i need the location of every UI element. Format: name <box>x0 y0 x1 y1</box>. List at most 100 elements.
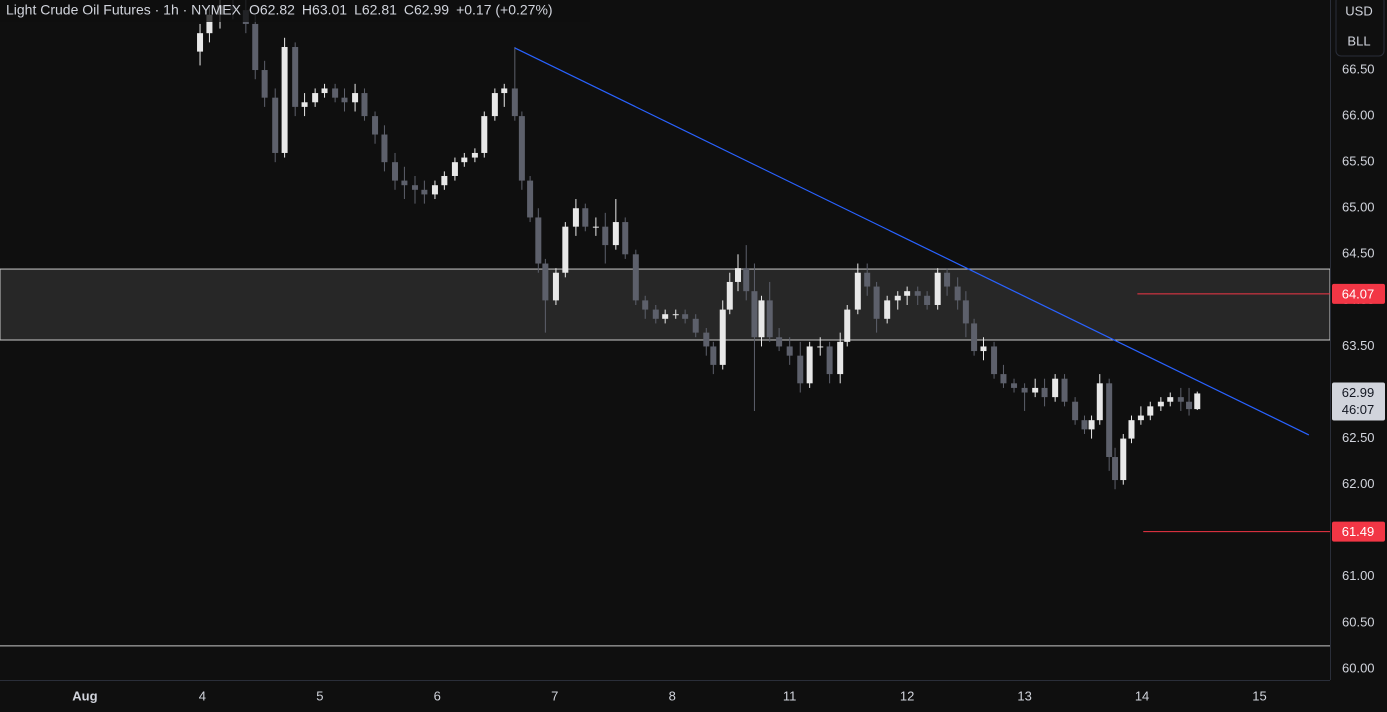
candle-body <box>1120 438 1127 481</box>
candle-body <box>962 300 969 324</box>
price-label-bg <box>1332 283 1385 304</box>
y-tick-label: 61.00 <box>1342 568 1375 583</box>
candle-body <box>381 134 388 163</box>
candle-body <box>572 208 579 227</box>
candle-body <box>461 157 468 163</box>
candle-body <box>1137 415 1144 421</box>
currency-button[interactable]: USD <box>1345 3 1372 18</box>
candle-body <box>206 14 213 34</box>
candle-body <box>1128 420 1135 439</box>
candle-body <box>301 102 308 107</box>
candle-body <box>527 180 534 218</box>
candle-body <box>481 116 488 153</box>
candle-body <box>703 332 710 347</box>
candle-body <box>1186 401 1193 410</box>
current-price-bg <box>1332 382 1385 421</box>
candle-body <box>1096 383 1103 421</box>
candle-body <box>411 185 418 190</box>
candle-body <box>552 272 559 301</box>
candle-body <box>1194 393 1201 410</box>
candle-body <box>806 346 813 384</box>
candle-body <box>1011 383 1018 388</box>
candle-body <box>441 175 448 186</box>
candle-body <box>692 318 699 333</box>
candle-body <box>844 309 851 342</box>
candle-body <box>991 346 998 375</box>
legend-value: +0.17 (+0.27%) <box>456 2 553 18</box>
candle-body <box>924 295 931 305</box>
candle-body <box>682 314 689 319</box>
candle-body <box>954 286 961 301</box>
candle-body <box>562 226 569 273</box>
candle-body <box>776 337 783 347</box>
currency-box <box>1335 0 1385 57</box>
candle-body <box>864 272 871 287</box>
candle-body <box>252 23 259 71</box>
candle-body <box>758 300 765 338</box>
current-price: 62.99 <box>1342 385 1375 400</box>
x-tick-label: 8 <box>669 688 676 703</box>
candle-body <box>1167 397 1174 402</box>
candle-body <box>1088 420 1095 430</box>
candle-body <box>392 162 399 181</box>
y-tick-label: 60.50 <box>1342 614 1375 629</box>
candle-body <box>1106 383 1113 458</box>
candle-body <box>735 268 742 282</box>
candle-body <box>197 33 204 52</box>
candle-body <box>837 341 844 375</box>
x-tick-label: Aug <box>72 688 97 703</box>
legend-value: L62.81 <box>354 2 397 18</box>
candle-body <box>372 116 379 135</box>
candle-body <box>672 314 679 316</box>
candle-body <box>511 88 518 117</box>
candle-body <box>873 286 880 319</box>
candle-body <box>854 272 861 310</box>
candle-body <box>904 291 911 296</box>
candle-body <box>980 346 987 352</box>
candle-body <box>1061 378 1068 402</box>
candle-body <box>518 116 525 181</box>
candle-body <box>1157 401 1164 407</box>
unit-button[interactable]: BLL <box>1347 33 1370 48</box>
candle-body <box>710 346 717 365</box>
candle-body <box>1052 378 1059 398</box>
x-tick-label: 11 <box>783 688 797 703</box>
candle-body <box>766 300 773 338</box>
candle-body <box>1177 397 1184 402</box>
candle-body <box>471 152 478 158</box>
y-tick-label: 65.00 <box>1342 200 1375 215</box>
candle-body <box>352 93 359 103</box>
candle-body <box>1072 401 1079 421</box>
candle-body <box>272 97 279 153</box>
candle-body <box>491 93 498 117</box>
candle-body <box>817 346 824 348</box>
x-tick-label: 4 <box>199 688 206 703</box>
x-tick-label: 12 <box>900 688 914 703</box>
candle-body <box>341 97 348 103</box>
candle-body <box>361 93 368 117</box>
candle-body <box>826 346 833 375</box>
x-tick-label: 5 <box>316 688 323 703</box>
x-tick-label: 13 <box>1017 688 1031 703</box>
legend-value: H63.01 <box>302 2 347 18</box>
candle-body <box>894 295 901 301</box>
candle-body <box>632 254 639 301</box>
candle-body <box>1041 387 1048 398</box>
y-tick-label: 64.50 <box>1342 246 1375 261</box>
candle-body <box>642 300 649 310</box>
price-label: 64.07 <box>1342 286 1375 301</box>
y-tick-label: 62.00 <box>1342 476 1375 491</box>
y-tick-label: 62.50 <box>1342 430 1375 445</box>
y-tick-label: 63.50 <box>1342 338 1375 353</box>
legend-value: O62.82 <box>249 2 295 18</box>
x-tick-label: 7 <box>551 688 558 703</box>
candle-body <box>719 309 726 365</box>
candle-body <box>451 162 458 176</box>
candle-body <box>1032 387 1039 393</box>
candle-body <box>662 314 669 319</box>
chart-title: Light Crude Oil Futures · 1h · NYMEX <box>6 2 242 18</box>
candle-body <box>652 309 659 319</box>
